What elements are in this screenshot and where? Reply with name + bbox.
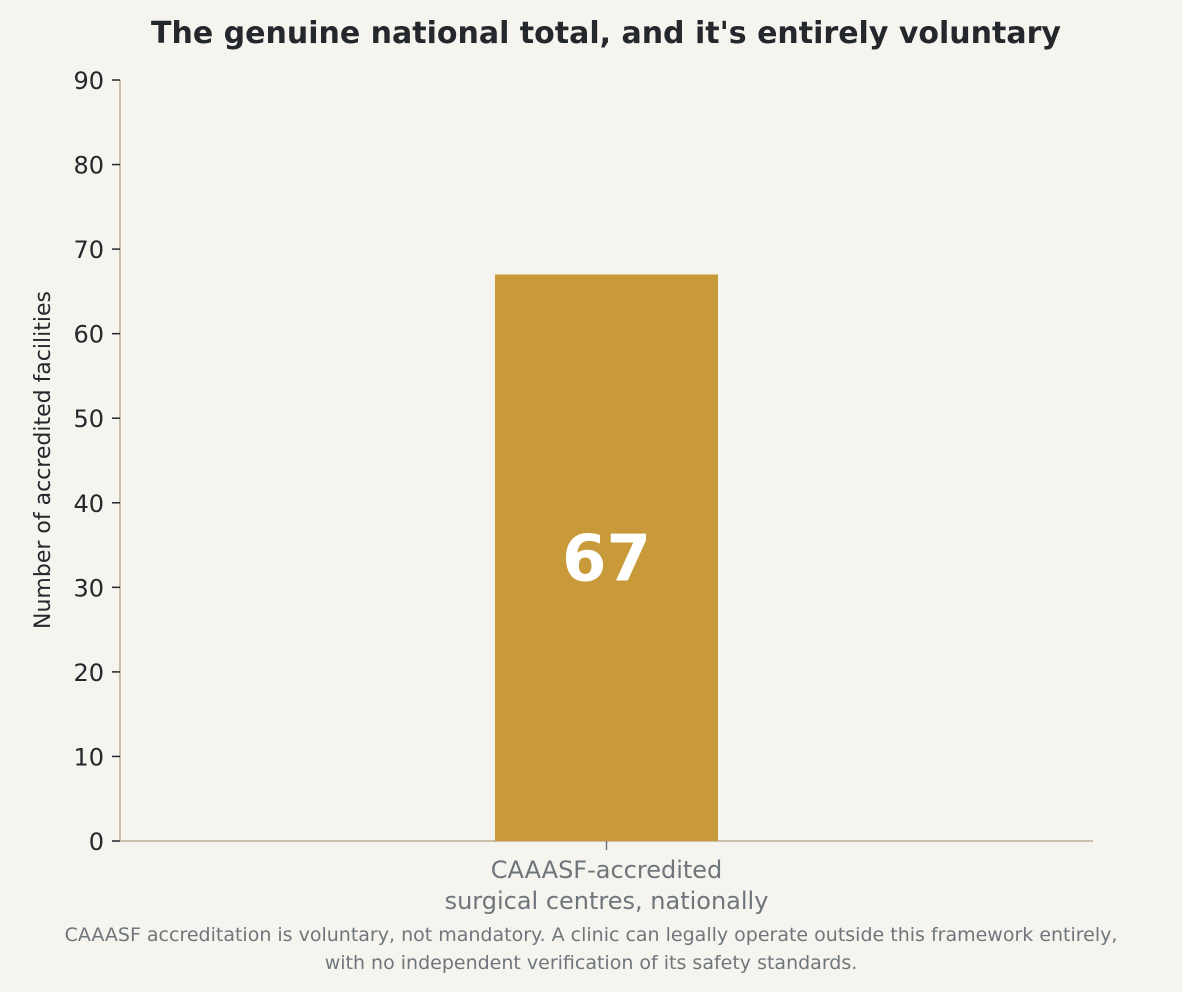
footnote-line-1: CAAASF accreditation is voluntary, not m… bbox=[65, 924, 1118, 946]
y-axis: 0 10 20 30 40 50 60 70 80 90 bbox=[73, 67, 121, 856]
y-tick-label: 10 bbox=[73, 743, 104, 771]
y-tick-label: 80 bbox=[73, 152, 104, 180]
y-tick-label: 70 bbox=[73, 236, 104, 264]
y-tick-label: 50 bbox=[73, 405, 104, 433]
x-tick-label: CAAASF-accredited bbox=[491, 856, 723, 884]
bar-value-label: 67 bbox=[562, 523, 651, 597]
y-tick-label: 30 bbox=[73, 574, 104, 602]
y-tick-label: 90 bbox=[73, 67, 104, 95]
chart-title: The genuine national total, and it's ent… bbox=[151, 16, 1061, 51]
footnote-line-2: with no independent verification of its … bbox=[325, 952, 858, 974]
y-tick-label: 0 bbox=[89, 828, 104, 856]
x-tick-label: surgical centres, nationally bbox=[445, 887, 769, 915]
y-tick-label: 20 bbox=[73, 659, 104, 687]
y-axis-label: Number of accredited facilities bbox=[31, 291, 56, 629]
x-axis: CAAASF-accredited surgical centres, natio… bbox=[120, 840, 1093, 915]
y-tick-label: 60 bbox=[73, 321, 104, 349]
bar bbox=[495, 274, 718, 841]
bars: 67 bbox=[495, 274, 718, 841]
y-tick-label: 40 bbox=[73, 490, 104, 518]
